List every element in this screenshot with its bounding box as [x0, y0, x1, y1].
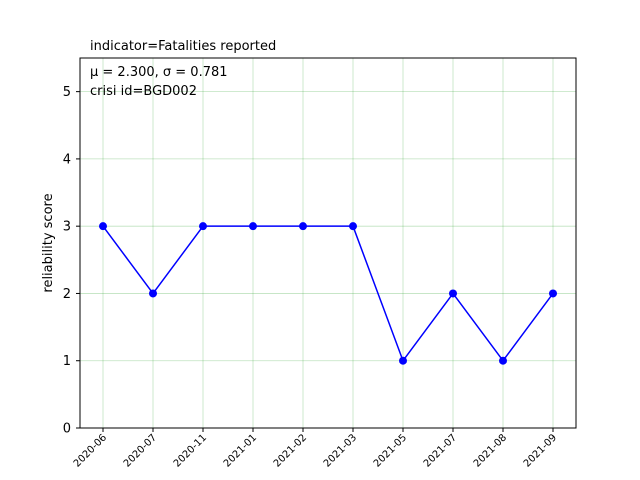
data-point [499, 356, 507, 365]
grid-lines [80, 58, 576, 429]
y-tick-label: 3 [63, 220, 71, 235]
data-point [249, 222, 257, 231]
y-axis-ticks: 0 1 2 3 4 5 [63, 85, 80, 437]
data-point [99, 222, 107, 231]
crisis-id-annotation: crisi id=BGD002 [90, 84, 197, 99]
data-point [449, 289, 457, 298]
chart-title: indicator=Fatalities reported [90, 39, 276, 54]
data-point [349, 222, 357, 231]
data-point [199, 222, 207, 231]
series-layer [99, 222, 557, 365]
y-tick-label: 2 [63, 287, 71, 302]
stats-annotation: μ = 2.300, σ = 0.781 [90, 65, 228, 80]
data-point [399, 356, 407, 365]
plot-frame [79, 57, 577, 429]
y-tick-label: 4 [63, 152, 71, 167]
series-line [102, 225, 554, 362]
y-axis-label: reliability score [41, 193, 56, 292]
data-point [549, 289, 557, 298]
data-point [149, 289, 157, 298]
y-tick-label: 0 [63, 422, 71, 437]
plot-area [80, 58, 576, 428]
y-tick-label: 1 [63, 354, 71, 369]
data-point [299, 222, 307, 231]
y-tick-label: 5 [63, 85, 71, 100]
